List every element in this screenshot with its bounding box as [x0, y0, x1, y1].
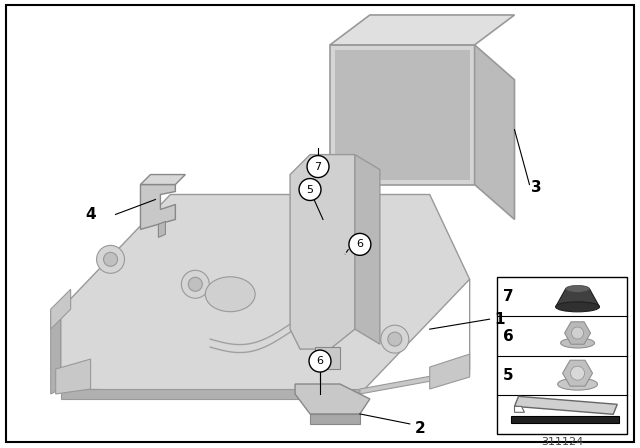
Text: 2: 2	[415, 422, 426, 436]
Polygon shape	[159, 221, 165, 237]
Text: 311124: 311124	[541, 437, 583, 447]
Text: 1: 1	[495, 312, 505, 327]
Polygon shape	[335, 50, 470, 180]
Circle shape	[299, 179, 321, 201]
Polygon shape	[330, 15, 515, 45]
Circle shape	[309, 350, 331, 372]
Polygon shape	[295, 384, 370, 414]
Polygon shape	[310, 414, 360, 424]
Circle shape	[381, 325, 409, 353]
Circle shape	[572, 327, 584, 339]
Polygon shape	[515, 396, 617, 414]
Polygon shape	[290, 155, 355, 349]
Bar	[497, 277, 627, 434]
Polygon shape	[429, 354, 470, 389]
Circle shape	[188, 277, 202, 291]
Polygon shape	[61, 389, 360, 399]
Polygon shape	[61, 194, 470, 394]
Polygon shape	[556, 289, 600, 307]
Text: 6: 6	[317, 356, 323, 366]
Polygon shape	[315, 347, 340, 369]
Ellipse shape	[557, 378, 598, 390]
Circle shape	[571, 366, 584, 380]
Ellipse shape	[205, 277, 255, 312]
Circle shape	[97, 246, 125, 273]
Polygon shape	[330, 45, 475, 185]
Circle shape	[181, 270, 209, 298]
Circle shape	[349, 233, 371, 255]
Text: 5: 5	[503, 368, 514, 383]
Polygon shape	[511, 416, 620, 423]
Polygon shape	[515, 406, 524, 412]
Polygon shape	[56, 359, 91, 394]
Circle shape	[388, 332, 402, 346]
Polygon shape	[51, 309, 61, 394]
Polygon shape	[51, 289, 70, 329]
Ellipse shape	[561, 338, 595, 348]
Text: 6: 6	[356, 239, 364, 250]
Polygon shape	[140, 185, 175, 229]
Ellipse shape	[556, 302, 600, 312]
Text: 4: 4	[85, 207, 95, 222]
Polygon shape	[140, 175, 186, 185]
Text: 7: 7	[314, 162, 321, 172]
Text: 3: 3	[531, 180, 542, 195]
Polygon shape	[360, 279, 470, 394]
Text: 6: 6	[503, 328, 514, 344]
Polygon shape	[475, 45, 515, 220]
Text: 7: 7	[503, 289, 514, 304]
Ellipse shape	[566, 285, 589, 293]
Circle shape	[104, 252, 118, 266]
Polygon shape	[355, 155, 380, 344]
Circle shape	[307, 155, 329, 177]
Text: 5: 5	[307, 185, 314, 194]
